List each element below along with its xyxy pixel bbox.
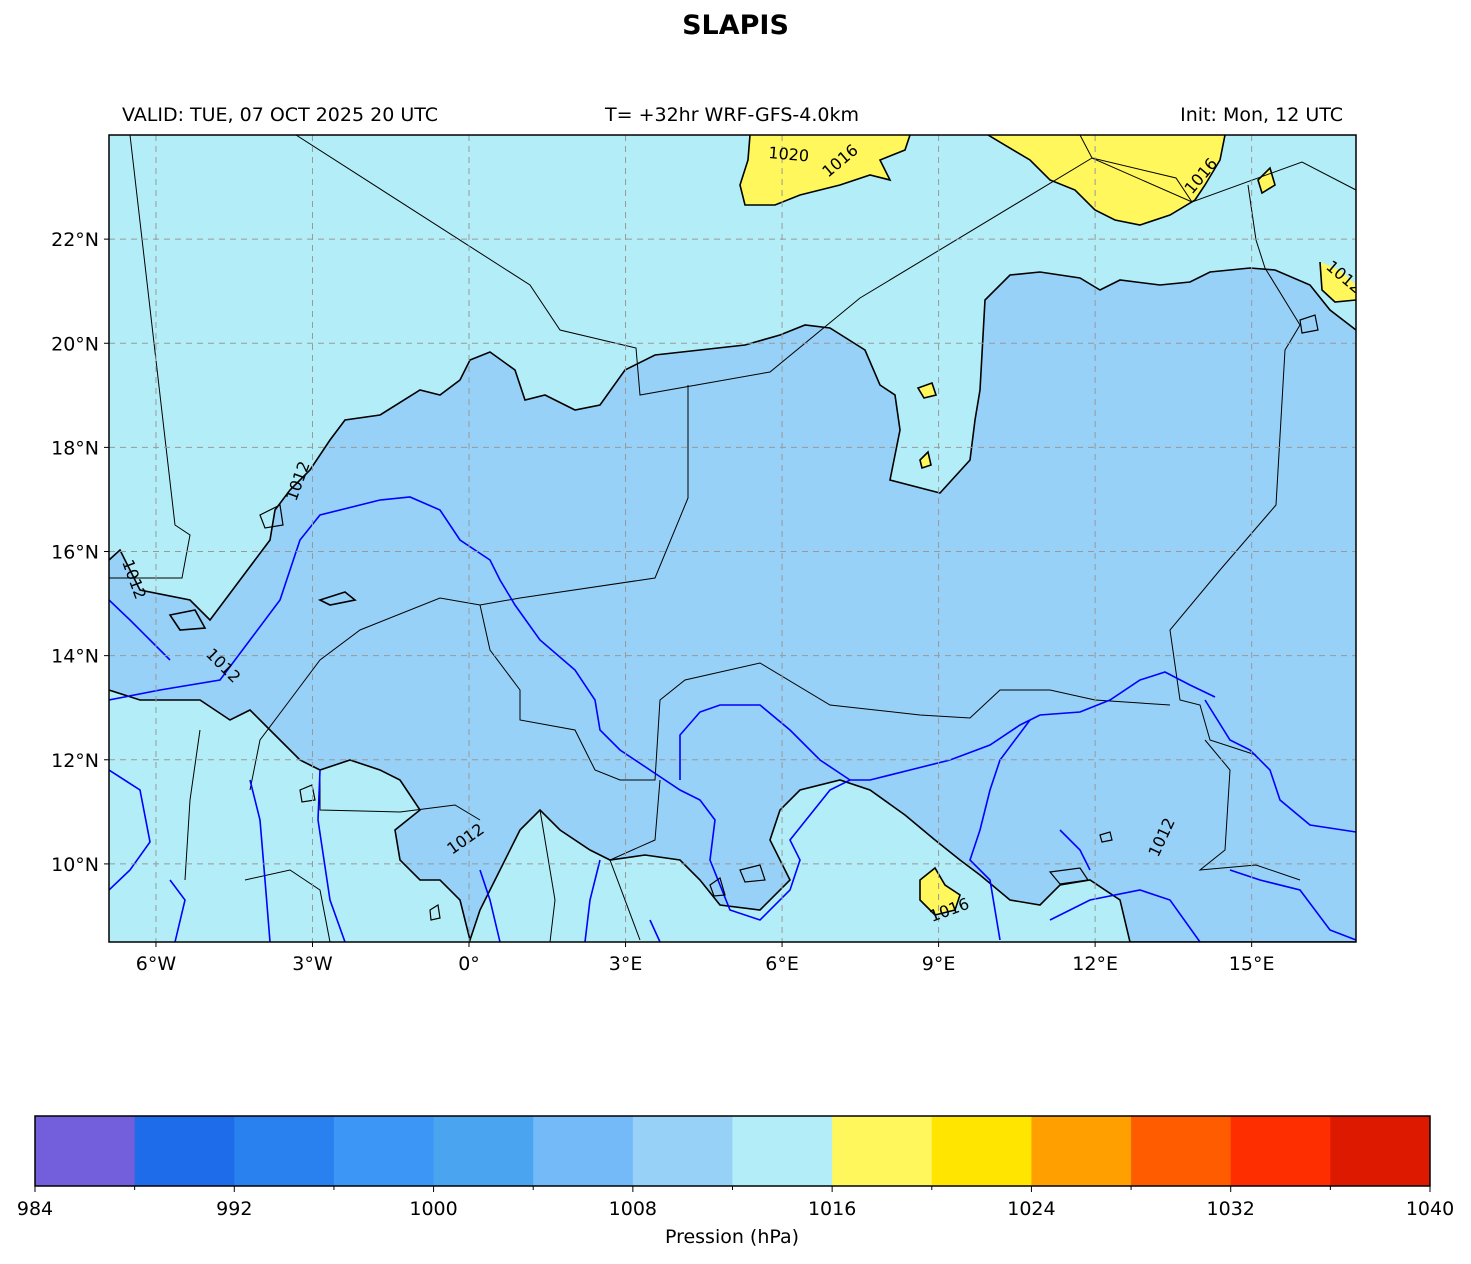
lat-tick-label: 18°N	[51, 437, 99, 459]
lon-tick-label: 3°W	[292, 953, 333, 975]
colorbar-segment	[732, 1116, 833, 1186]
lat-tick-label: 12°N	[51, 750, 99, 772]
colorbar-segment	[1330, 1116, 1431, 1186]
colorbar-segment	[433, 1116, 534, 1186]
map-frame	[108, 134, 1357, 943]
colorbar-tick-label: 1040	[1405, 1198, 1455, 1220]
colorbar-tick-label: 1032	[1206, 1198, 1255, 1220]
colorbar-segment	[234, 1116, 335, 1186]
country-borders	[109, 135, 1356, 942]
lat-tick-label: 10°N	[51, 854, 99, 876]
lon-tick-label: 12°E	[1072, 953, 1118, 975]
colorbar-segment	[931, 1116, 1032, 1186]
axis-ticks: 6°W 3°W 0° 3°E 6°E 9°E 12°E 15°E 10°N 12°N 14°N 16°…	[51, 229, 1274, 975]
isobar-1012	[109, 135, 1356, 942]
colorbar-segment	[333, 1116, 435, 1186]
lon-tick-label: 9°E	[922, 953, 956, 975]
pressure-1016-1020-fill	[740, 135, 910, 205]
lon-tick-label: 6°E	[765, 953, 799, 975]
colorbar-tick-label: 984	[16, 1198, 54, 1220]
lat-tick-label: 16°N	[51, 542, 99, 564]
valid-time-label: VALID: TUE, 07 OCT 2025 20 UTC	[122, 104, 438, 126]
colorbar-tick-label: 1008	[608, 1198, 658, 1220]
colorbar-segment	[1230, 1116, 1331, 1186]
colorbar-segment	[632, 1116, 733, 1186]
chart-title: SLAPIS	[682, 10, 789, 41]
contour-label-1020: 1020	[768, 143, 810, 165]
pressure-1008-1012-fill	[109, 268, 1356, 942]
colorbar-frame	[34, 1115, 1431, 1187]
lon-tick-label: 3°E	[609, 953, 643, 975]
pressure-1016-1020-fill	[1320, 262, 1356, 302]
lat-lon-grid	[109, 135, 1356, 942]
lat-tick-label: 14°N	[51, 646, 99, 668]
lat-tick-label: 20°N	[51, 333, 99, 355]
pressure-1016-1020-fill	[988, 135, 1225, 225]
forecast-run-label: T= +32hr WRF-GFS-4.0km	[605, 104, 859, 126]
colorbar-segment	[533, 1116, 634, 1186]
colorbar-segment	[1131, 1116, 1232, 1186]
isobar-1008	[109, 496, 1356, 942]
lon-tick-label: 6°W	[136, 953, 177, 975]
colorbar-label: Pression (hPa)	[664, 1226, 800, 1248]
pressure-1016-1020-fill	[920, 868, 960, 915]
colorbar-tick-label: 1024	[1007, 1198, 1056, 1220]
map-area: 1020 1016 1016 1012 1012 1012 1012 1012 …	[109, 135, 1356, 942]
colorbar-segment	[832, 1116, 933, 1186]
colorbar-tick-label: 992	[216, 1198, 253, 1220]
lon-tick-label: 15°E	[1229, 953, 1275, 975]
colorbar-segment	[1031, 1116, 1132, 1186]
lat-tick-label: 22°N	[51, 229, 99, 251]
colorbar-segment	[134, 1116, 235, 1186]
colorbar-segment	[35, 1116, 136, 1186]
colorbar	[34, 1115, 1431, 1192]
isobar-fragments	[259, 314, 1319, 921]
colorbar-tick-label: 1000	[409, 1198, 458, 1220]
colorbar-tick-label: 1016	[807, 1198, 857, 1220]
lon-tick-label: 0°	[458, 953, 480, 975]
init-time-label: Init: Mon, 12 UTC	[1180, 104, 1343, 126]
